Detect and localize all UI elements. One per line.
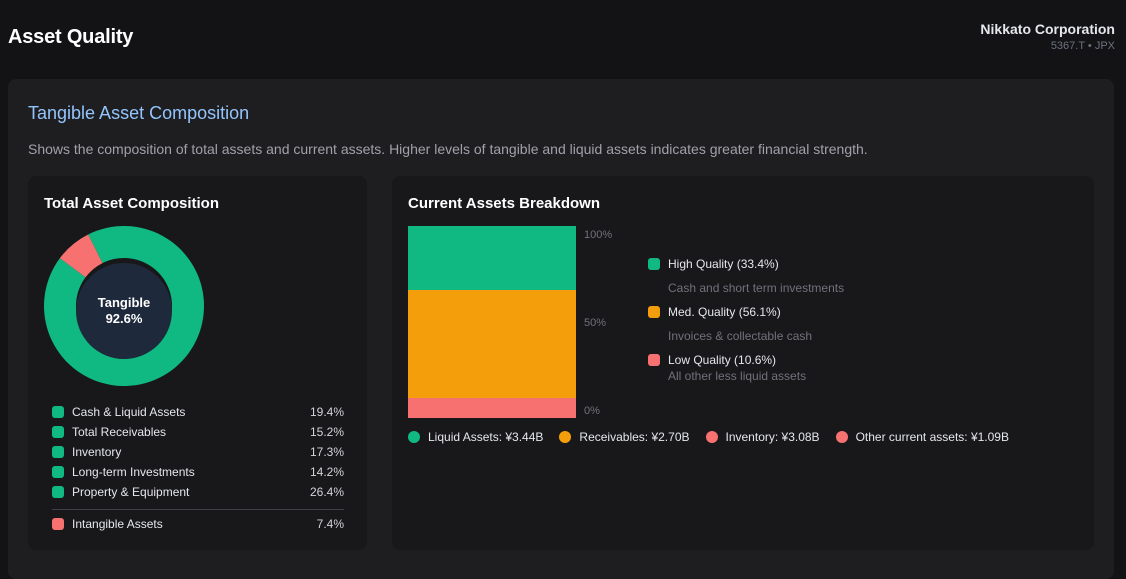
asset-legend: Cash & Liquid Assets 19.4% Total Receiva… [52, 403, 344, 535]
company-info: Nikkato Corporation 5367.T • JPX [980, 21, 1115, 52]
tick-label: 50% [584, 317, 607, 329]
legend-swatch [648, 354, 660, 366]
legend-value: 17.3% [309, 445, 344, 459]
legend-item: Total Receivables 15.2% [52, 423, 344, 443]
legend-label: Inventory: ¥3.08B [725, 430, 820, 444]
quality-label: Low Quality (10.6%) [668, 353, 777, 367]
section-description: Shows the composition of total assets an… [28, 141, 868, 157]
legend-item: Inventory 17.3% [52, 443, 344, 463]
current-assets-card-title: Current Assets Breakdown [408, 195, 600, 212]
legend-item: Cash & Liquid Assets 19.4% [52, 403, 344, 423]
quality-legend-low: Low Quality (10.6%) All other less liqui… [648, 353, 948, 383]
legend-label: Inventory [72, 445, 122, 459]
legend-dot [705, 431, 718, 443]
legend-label: Other current assets: ¥1.09B [855, 430, 1009, 444]
quality-legend-med: Med. Quality (56.1%) Invoices & collecta… [648, 305, 948, 343]
legend-item: Property & Equipment 26.4% [52, 483, 344, 503]
legend-label: Total Receivables [72, 425, 167, 439]
asset-quality-panel: Tangible Asset Composition Shows the com… [8, 79, 1114, 579]
legend-swatch [648, 306, 660, 318]
donut-svg [43, 226, 205, 386]
company-name: Nikkato Corporation [980, 21, 1115, 37]
top-bar: Asset Quality Nikkato Corporation 5367.T… [0, 0, 1126, 78]
legend-label: Cash & Liquid Assets [72, 405, 186, 419]
quality-desc: All other less liquid assets [668, 369, 807, 383]
total-asset-card-title: Total Asset Composition [44, 195, 220, 212]
tick-label: 0% [584, 405, 600, 417]
quality-desc: Cash and short term investments [668, 281, 845, 295]
donut-slice-tangible [43, 226, 205, 386]
legend-label: Long-term Investments [72, 465, 195, 479]
donut-center-label: Tangible [97, 295, 151, 310]
legend-dot [559, 431, 572, 443]
tick-label: 100% [584, 229, 613, 241]
legend-dot [408, 431, 420, 443]
legend-swatch [52, 486, 64, 498]
donut-slice-intangible [59, 234, 103, 278]
bar-segment-low [408, 397, 576, 418]
legend-item: Long-term Investments 14.2% [52, 463, 344, 483]
legend-swatch [52, 518, 64, 530]
legend-swatch [52, 426, 64, 438]
quality-legend-high: High Quality (33.4%) Cash and short term… [648, 257, 948, 295]
quality-stacked-bar [408, 226, 576, 418]
legend-item-intangible: Intangible Assets 7.4% [52, 515, 344, 535]
section-title: Tangible Asset Composition [28, 103, 250, 123]
bar-segment-high [408, 226, 576, 291]
quality-label: High Quality (33.4%) [668, 257, 779, 271]
legend-item: Liquid Assets: ¥3.44B [408, 430, 543, 444]
legend-swatch [52, 406, 64, 418]
legend-value: 19.4% [309, 405, 344, 419]
legend-item: Other current assets: ¥1.09B [835, 430, 1009, 444]
legend-divider [52, 509, 344, 510]
legend-swatch [52, 466, 64, 478]
company-ticker: 5367.T • JPX [1050, 40, 1115, 52]
tangible-donut-chart: Tangible 92.6% [43, 226, 205, 386]
legend-label: Liquid Assets: ¥3.44B [428, 430, 544, 444]
page-title: Asset Quality [8, 26, 134, 48]
legend-label: Intangible Assets [72, 517, 163, 531]
quality-label: Med. Quality (56.1%) [668, 305, 781, 319]
legend-label: Receivables: ¥2.70B [579, 430, 690, 444]
legend-value: 26.4% [309, 485, 344, 499]
total-asset-card: Total Asset Composition Tangible 92.6% C… [28, 176, 367, 550]
current-assets-legend: Liquid Assets: ¥3.44B Receivables: ¥2.70… [408, 430, 1025, 444]
quality-desc: Invoices & collectable cash [668, 329, 813, 343]
current-assets-card: Current Assets Breakdown 100% 50% 0% Hig… [392, 176, 1094, 550]
legend-label: Property & Equipment [72, 485, 190, 499]
legend-item: Inventory: ¥3.08B [705, 430, 820, 444]
donut-center: Tangible 92.6% [76, 263, 172, 359]
legend-value: 7.4% [316, 517, 344, 531]
legend-swatch [52, 446, 64, 458]
donut-center-value: 92.6% [105, 311, 143, 326]
legend-value: 15.2% [309, 425, 344, 439]
legend-swatch [648, 258, 660, 270]
legend-dot [835, 431, 848, 443]
legend-value: 14.2% [309, 465, 344, 479]
legend-item: Receivables: ¥2.70B [559, 430, 690, 444]
bar-segment-med [408, 290, 576, 398]
